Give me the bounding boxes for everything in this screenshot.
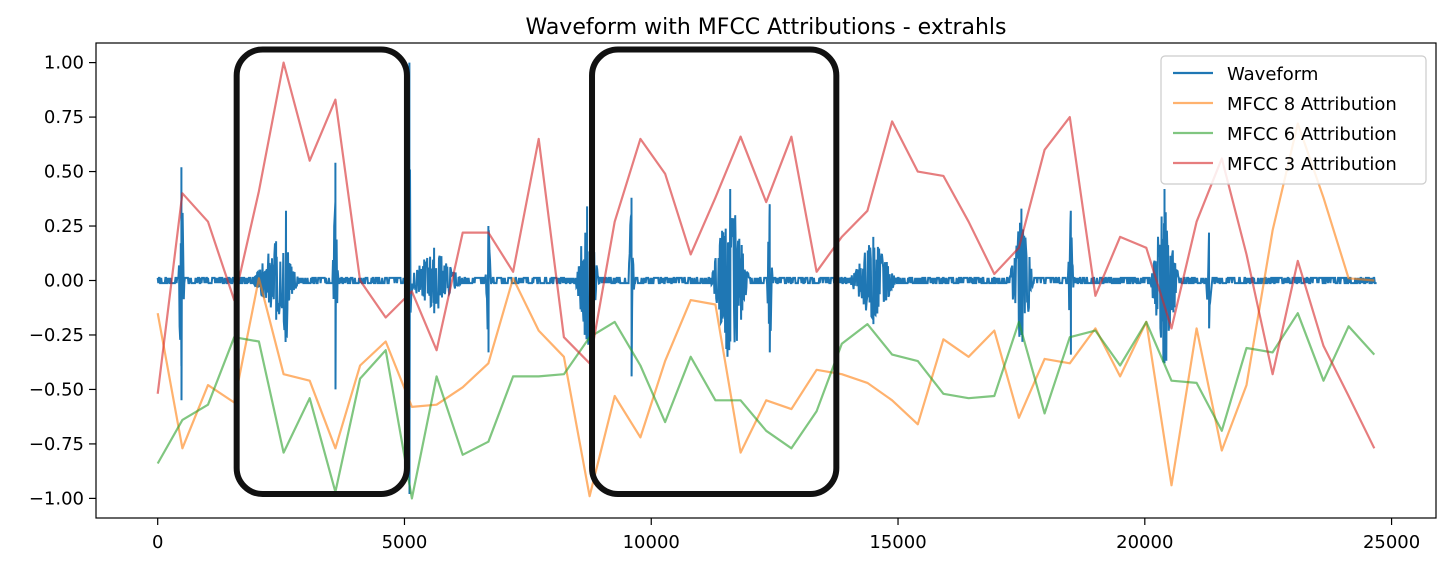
x-tick-label: 15000: [869, 532, 926, 553]
y-tick-label: 0.25: [44, 216, 84, 237]
y-axis: 1.00 0.75 0.50 0.25 0.00 −0.25 −0.50 −0.75 −1.00: [29, 53, 96, 509]
x-tick-label: 10000: [623, 532, 680, 553]
series-line-mfcc-6-attribution: [156, 312, 1376, 500]
highlight-layer: [233, 46, 840, 498]
y-tick-label: 0.75: [44, 107, 84, 128]
x-tick-label: 20000: [1116, 532, 1173, 553]
y-tick-label: −0.50: [29, 379, 84, 400]
legend-box: [1160, 55, 1427, 185]
chart-title: Waveform with MFCC Attributions - extrah…: [525, 15, 1006, 40]
legend: Waveform MFCC 8 Attribution MFCC 6 Attribu…: [1160, 55, 1427, 185]
y-tick-label: −0.75: [29, 434, 84, 455]
highlight-box-1: [233, 46, 410, 498]
y-tick-label: 1.00: [44, 53, 84, 74]
y-tick-label: −0.25: [29, 325, 84, 346]
y-tick-label: 0.50: [44, 162, 84, 183]
series-layer: [156, 61, 1377, 500]
x-tick-label: 5000: [382, 532, 428, 553]
legend-label-mfcc-6-attribution: MFCC 6 Attribution: [1227, 124, 1397, 145]
series-line-mfcc-3-attribution: [156, 61, 1376, 449]
highlight-box-2: [589, 46, 840, 498]
y-tick-label: 0.00: [44, 271, 84, 292]
legend-label-waveform: Waveform: [1227, 64, 1318, 85]
series-line-mfcc-8-attribution: [156, 122, 1375, 498]
legend-label-mfcc-8-attribution: MFCC 8 Attribution: [1227, 94, 1397, 115]
x-axis: 0 5000 10000 15000 20000 25000: [152, 518, 1420, 553]
x-tick-label: 25000: [1363, 532, 1420, 553]
x-tick-label: 0: [152, 532, 163, 553]
y-tick-label: −1.00: [29, 488, 84, 509]
legend-label-mfcc-3-attribution: MFCC 3 Attribution: [1227, 154, 1397, 175]
